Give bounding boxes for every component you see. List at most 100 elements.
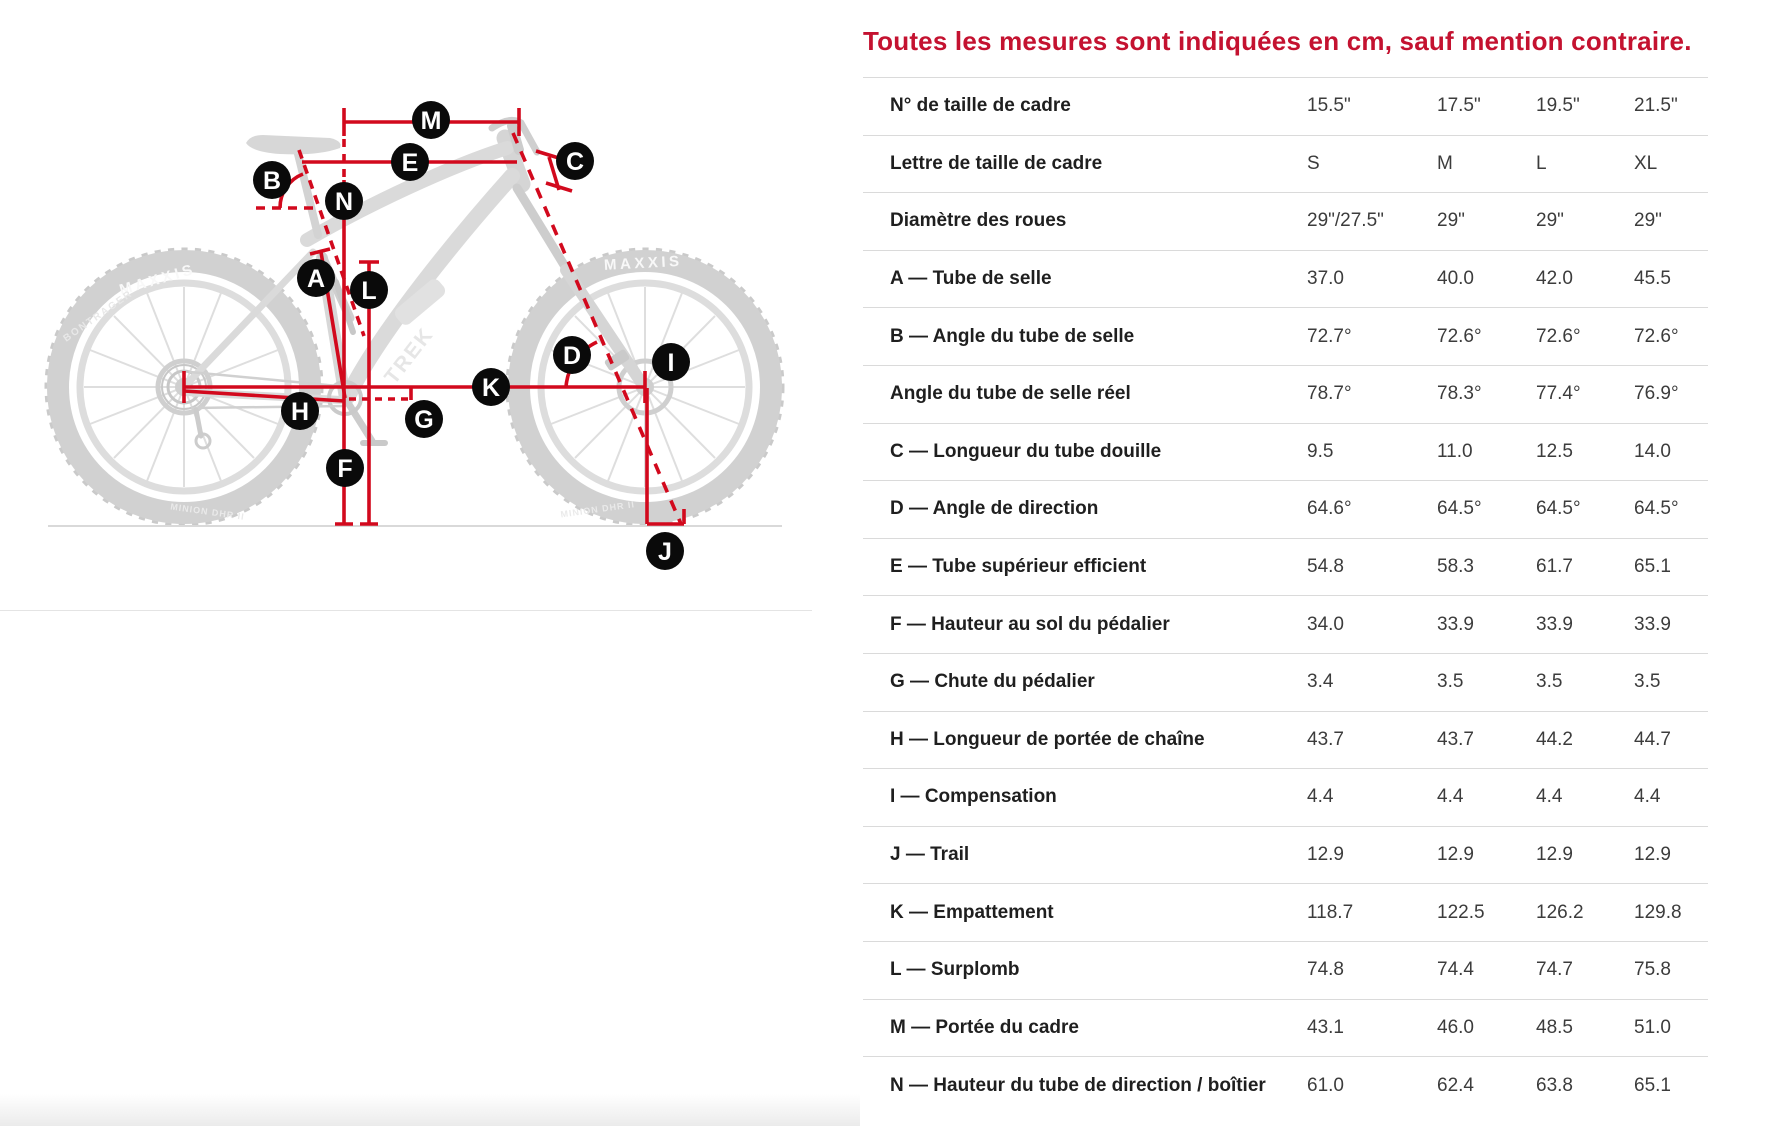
table-row: I — Compensation 4.4 4.4 4.4 4.4 <box>863 768 1708 827</box>
letter-markers: M E C B N A L D I K H G F J <box>253 101 690 570</box>
marker-F: F <box>326 449 364 487</box>
row-value: 4.4 <box>1437 768 1536 827</box>
saddle <box>246 135 341 155</box>
row-value: M <box>1437 134 1536 193</box>
row-value: 64.5° <box>1536 480 1634 539</box>
row-value: 15.5" <box>1307 77 1437 136</box>
row-value: 58.3 <box>1437 537 1536 596</box>
row-value: 64.5° <box>1437 480 1536 539</box>
geometry-diagram: MAXXIS MAXXIS BONTRAGER TREK MINION DHR … <box>0 0 812 622</box>
row-label: E — Tube supérieur efficient <box>863 537 1307 596</box>
row-value: 74.8 <box>1307 940 1437 999</box>
marker-H: H <box>281 392 319 430</box>
row-value: 29" <box>1437 192 1536 251</box>
row-label: K — Empattement <box>863 883 1307 942</box>
svg-text:C: C <box>566 148 584 176</box>
row-value: XL <box>1634 134 1708 193</box>
row-value: 29"/27.5" <box>1307 192 1437 251</box>
row-label: D — Angle de direction <box>863 480 1307 539</box>
svg-text:K: K <box>482 374 500 402</box>
row-value: 21.5" <box>1634 77 1708 136</box>
row-value: 54.8 <box>1307 537 1437 596</box>
row-value: 61.7 <box>1536 537 1634 596</box>
row-value: 44.2 <box>1536 710 1634 769</box>
svg-text:H: H <box>291 398 309 426</box>
row-value: 12.9 <box>1437 825 1536 884</box>
row-value: 62.4 <box>1437 1056 1536 1115</box>
svg-text:A: A <box>307 265 325 293</box>
svg-text:N: N <box>335 188 353 216</box>
row-value: 42.0 <box>1536 249 1634 308</box>
row-value: 11.0 <box>1437 422 1536 481</box>
row-value: 4.4 <box>1536 768 1634 827</box>
row-label: C — Longueur du tube douille <box>863 422 1307 481</box>
row-value: 3.4 <box>1307 652 1437 712</box>
row-value: 33.9 <box>1634 595 1708 654</box>
table-row: F — Hauteur au sol du pédalier 34.0 33.9 33… <box>863 595 1708 654</box>
row-value: 43.7 <box>1437 710 1536 769</box>
row-value: 72.6° <box>1634 307 1708 366</box>
row-value: 75.8 <box>1634 940 1708 999</box>
row-value: 122.5 <box>1437 883 1536 942</box>
table-row: D — Angle de direction 64.6° 64.5° 64.5° 64.… <box>863 480 1708 539</box>
row-value: 45.5 <box>1634 249 1708 308</box>
table-row: Lettre de taille de cadre S M L XL <box>863 134 1708 193</box>
row-value: 51.0 <box>1634 998 1708 1057</box>
row-value: 78.7° <box>1307 364 1437 424</box>
front-tire-brand: MAXXIS <box>604 253 683 274</box>
row-value: 65.1 <box>1634 1056 1708 1115</box>
diagram-bottom-divider <box>0 610 812 611</box>
row-label: N° de taille de cadre <box>863 77 1307 136</box>
table-row: H — Longueur de portée de chaîne 43.7 43.7… <box>863 710 1708 769</box>
table-row: L — Surplomb 74.8 74.4 74.7 75.8 <box>863 940 1708 999</box>
svg-text:I: I <box>668 349 675 377</box>
marker-K: K <box>472 368 510 406</box>
table-row: N — Hauteur du tube de direction / boîti… <box>863 1056 1708 1115</box>
row-value: 33.9 <box>1536 595 1634 654</box>
marker-M: M <box>412 101 450 139</box>
svg-text:D: D <box>563 342 581 370</box>
row-value: 29" <box>1634 192 1708 251</box>
svg-text:F: F <box>337 455 352 483</box>
row-value: 4.4 <box>1634 768 1708 827</box>
measure-B-line <box>297 149 366 337</box>
svg-text:J: J <box>658 538 672 566</box>
row-value: 46.0 <box>1437 998 1536 1057</box>
row-value: 43.1 <box>1307 998 1437 1057</box>
row-value: 40.0 <box>1437 249 1536 308</box>
table-row: M — Portée du cadre 43.1 46.0 48.5 51.0 <box>863 998 1708 1057</box>
svg-text:G: G <box>414 406 433 434</box>
row-label: B — Angle du tube de selle <box>863 307 1307 366</box>
marker-E: E <box>391 143 429 181</box>
marker-N: N <box>325 182 363 220</box>
row-value: 65.1 <box>1634 537 1708 596</box>
row-value: 129.8 <box>1634 883 1708 942</box>
table-row: K — Empattement 118.7 122.5 126.2 129.8 <box>863 883 1708 942</box>
row-value: 34.0 <box>1307 595 1437 654</box>
row-value: 78.3° <box>1437 364 1536 424</box>
row-value: 9.5 <box>1307 422 1437 481</box>
row-value: 64.6° <box>1307 480 1437 539</box>
row-label: G — Chute du pédalier <box>863 652 1307 712</box>
row-value: 44.7 <box>1634 710 1708 769</box>
row-value: 126.2 <box>1536 883 1634 942</box>
row-value: 43.7 <box>1307 710 1437 769</box>
svg-text:B: B <box>263 167 281 195</box>
marker-G: G <box>405 400 443 438</box>
row-label: Lettre de taille de cadre <box>863 134 1307 193</box>
table-row: C — Longueur du tube douille 9.5 11.0 12.5 1… <box>863 422 1708 481</box>
row-value: L <box>1536 134 1634 193</box>
measurements-note: Toutes les mesures sont indiquées en cm,… <box>863 26 1692 56</box>
bike-illustration: MAXXIS MAXXIS BONTRAGER TREK MINION DHR … <box>44 116 785 527</box>
row-value: 3.5 <box>1437 652 1536 712</box>
table-row: J — Trail 12.9 12.9 12.9 12.9 <box>863 825 1708 884</box>
table-row: N° de taille de cadre 15.5" 17.5" 19.5" 21.5… <box>863 77 1708 136</box>
geometry-table-body: N° de taille de cadre 15.5" 17.5" 19.5" 21.5… <box>863 77 1708 1115</box>
row-value: 12.9 <box>1536 825 1634 884</box>
row-value: 118.7 <box>1307 883 1437 942</box>
row-value: 12.5 <box>1536 422 1634 481</box>
measure-D-line <box>511 132 683 525</box>
row-value: 48.5 <box>1536 998 1634 1057</box>
row-value: 72.6° <box>1437 307 1536 366</box>
